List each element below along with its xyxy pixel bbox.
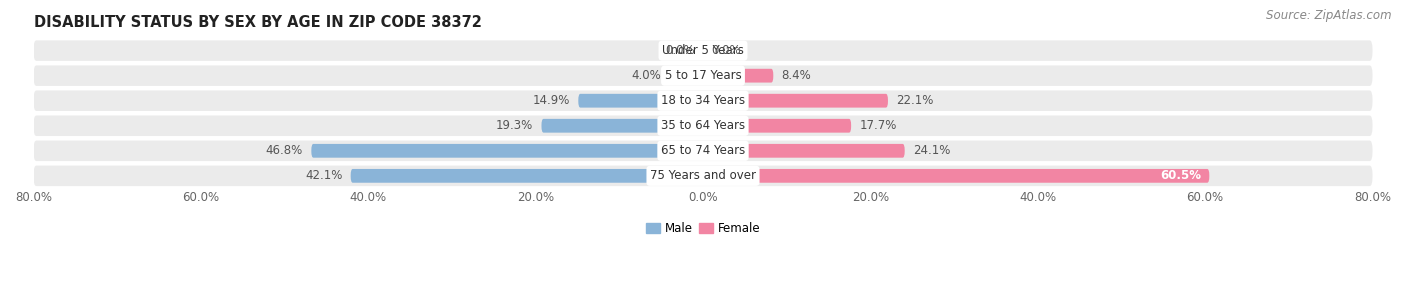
Text: 5 to 17 Years: 5 to 17 Years bbox=[665, 69, 741, 82]
FancyBboxPatch shape bbox=[703, 69, 773, 83]
Text: 75 Years and over: 75 Years and over bbox=[650, 169, 756, 182]
FancyBboxPatch shape bbox=[703, 94, 889, 108]
FancyBboxPatch shape bbox=[34, 91, 1372, 111]
Text: 24.1%: 24.1% bbox=[912, 144, 950, 157]
Text: 14.9%: 14.9% bbox=[533, 94, 569, 107]
FancyBboxPatch shape bbox=[311, 144, 703, 158]
FancyBboxPatch shape bbox=[34, 141, 1372, 161]
Text: 0.0%: 0.0% bbox=[665, 44, 695, 57]
FancyBboxPatch shape bbox=[703, 169, 1209, 183]
Text: Under 5 Years: Under 5 Years bbox=[662, 44, 744, 57]
FancyBboxPatch shape bbox=[34, 166, 1372, 186]
FancyBboxPatch shape bbox=[350, 169, 703, 183]
Text: 65 to 74 Years: 65 to 74 Years bbox=[661, 144, 745, 157]
Text: 60.5%: 60.5% bbox=[1160, 169, 1201, 182]
FancyBboxPatch shape bbox=[34, 65, 1372, 86]
Text: 0.0%: 0.0% bbox=[711, 44, 741, 57]
FancyBboxPatch shape bbox=[703, 144, 904, 158]
FancyBboxPatch shape bbox=[541, 119, 703, 133]
Text: 22.1%: 22.1% bbox=[896, 94, 934, 107]
FancyBboxPatch shape bbox=[34, 116, 1372, 136]
Text: 18 to 34 Years: 18 to 34 Years bbox=[661, 94, 745, 107]
FancyBboxPatch shape bbox=[703, 119, 851, 133]
FancyBboxPatch shape bbox=[578, 94, 703, 108]
FancyBboxPatch shape bbox=[669, 69, 703, 83]
Text: 46.8%: 46.8% bbox=[266, 144, 302, 157]
FancyBboxPatch shape bbox=[34, 40, 1372, 61]
Text: DISABILITY STATUS BY SEX BY AGE IN ZIP CODE 38372: DISABILITY STATUS BY SEX BY AGE IN ZIP C… bbox=[34, 15, 481, 30]
Text: 8.4%: 8.4% bbox=[782, 69, 811, 82]
Text: Source: ZipAtlas.com: Source: ZipAtlas.com bbox=[1267, 9, 1392, 22]
Legend: Male, Female: Male, Female bbox=[641, 217, 765, 239]
Text: 4.0%: 4.0% bbox=[631, 69, 661, 82]
Text: 17.7%: 17.7% bbox=[859, 119, 897, 132]
Text: 42.1%: 42.1% bbox=[305, 169, 342, 182]
Text: 35 to 64 Years: 35 to 64 Years bbox=[661, 119, 745, 132]
Text: 19.3%: 19.3% bbox=[496, 119, 533, 132]
